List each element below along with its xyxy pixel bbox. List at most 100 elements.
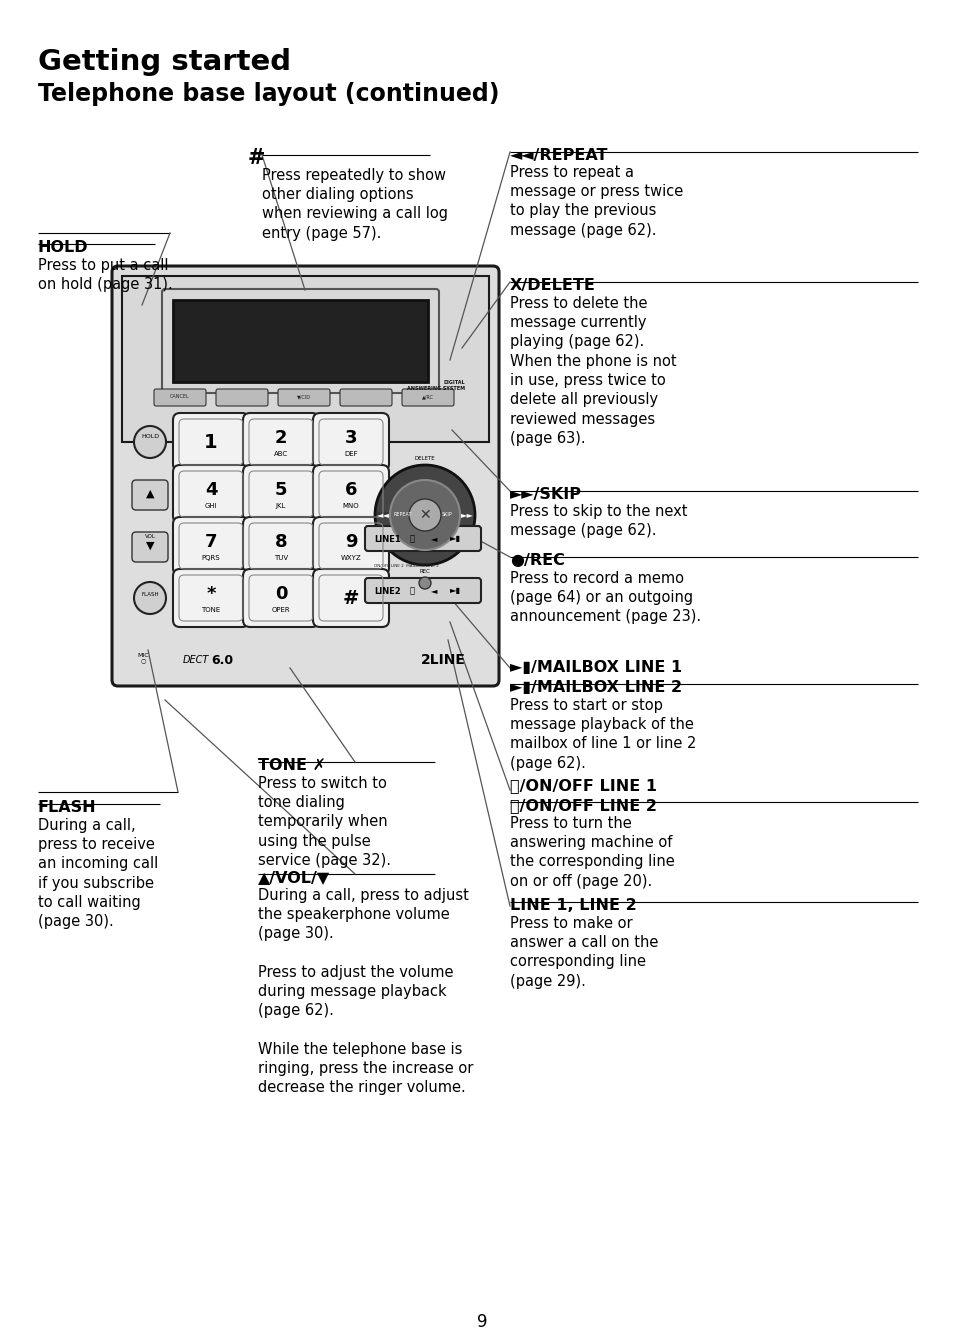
- Text: LINE 1, LINE 2: LINE 1, LINE 2: [510, 898, 636, 912]
- FancyBboxPatch shape: [313, 517, 389, 574]
- Text: HOLD: HOLD: [38, 240, 89, 255]
- Circle shape: [375, 465, 475, 565]
- FancyBboxPatch shape: [313, 569, 389, 627]
- Text: TUV: TUV: [274, 554, 288, 561]
- Text: REPEAT: REPEAT: [394, 513, 412, 517]
- Circle shape: [409, 500, 440, 530]
- Text: DECT: DECT: [183, 655, 209, 665]
- Text: DEF: DEF: [344, 452, 357, 457]
- Text: ⏻: ⏻: [409, 534, 414, 544]
- FancyBboxPatch shape: [243, 569, 318, 627]
- Text: Press to switch to
tone dialing
temporarily when
using the pulse
service (page 3: Press to switch to tone dialing temporar…: [257, 776, 391, 868]
- FancyBboxPatch shape: [172, 517, 249, 574]
- Text: Press to turn the
answering machine of
the corresponding line
on or off (page 20: Press to turn the answering machine of t…: [510, 816, 674, 888]
- FancyBboxPatch shape: [132, 532, 168, 562]
- Text: DIGITAL
ANSWERING SYSTEM: DIGITAL ANSWERING SYSTEM: [406, 379, 464, 391]
- Text: Press to put a call
on hold (page 31).: Press to put a call on hold (page 31).: [38, 258, 172, 293]
- Text: During a call,
press to receive
an incoming call
if you subscribe
to call waitin: During a call, press to receive an incom…: [38, 818, 158, 929]
- Text: Getting started: Getting started: [38, 48, 291, 76]
- FancyBboxPatch shape: [172, 465, 249, 522]
- Text: 8: 8: [274, 533, 287, 550]
- Text: WXYZ: WXYZ: [340, 554, 361, 561]
- Text: ►▮: ►▮: [450, 534, 461, 544]
- Text: When the phone is not
in use, press twice to
delete all previously
reviewed mess: When the phone is not in use, press twic…: [510, 354, 676, 446]
- Text: ⏻/ON/OFF LINE 2: ⏻/ON/OFF LINE 2: [510, 798, 657, 814]
- Text: TONE ✗: TONE ✗: [257, 758, 326, 774]
- Text: CANCEL: CANCEL: [170, 394, 190, 399]
- FancyBboxPatch shape: [313, 413, 389, 472]
- Text: OPER: OPER: [272, 607, 290, 613]
- Text: 6.0: 6.0: [211, 653, 233, 667]
- FancyBboxPatch shape: [339, 389, 392, 406]
- Text: FLASH: FLASH: [38, 800, 96, 815]
- Text: ABC: ABC: [274, 452, 288, 457]
- Text: During a call, press to adjust
the speakerphone volume
(page 30).

Press to adju: During a call, press to adjust the speak…: [257, 888, 473, 1096]
- Text: ●/REC: ●/REC: [510, 553, 564, 568]
- Text: 3: 3: [344, 429, 356, 448]
- FancyBboxPatch shape: [313, 465, 389, 522]
- Text: 7: 7: [205, 533, 217, 550]
- Text: ✕: ✕: [418, 508, 431, 522]
- Text: Press to record a memo
(page 64) or an outgoing
announcement (page 23).: Press to record a memo (page 64) or an o…: [510, 570, 700, 624]
- Text: REC: REC: [419, 569, 430, 574]
- Text: 9: 9: [476, 1313, 487, 1331]
- FancyBboxPatch shape: [365, 578, 480, 603]
- Circle shape: [390, 480, 459, 550]
- Text: LINE2: LINE2: [374, 587, 400, 596]
- Text: Press repeatedly to show
other dialing options
when reviewing a call log
entry (: Press repeatedly to show other dialing o…: [262, 168, 448, 240]
- Text: Press to make or
answer a call on the
corresponding line
(page 29).: Press to make or answer a call on the co…: [510, 916, 658, 989]
- Text: ON/OFF LINE 1  MAILBOX LINE 1: ON/OFF LINE 1 MAILBOX LINE 1: [374, 512, 438, 516]
- FancyBboxPatch shape: [132, 480, 168, 510]
- Text: *: *: [206, 585, 215, 603]
- Text: 1: 1: [204, 433, 217, 452]
- Text: ▲/VOL/▼: ▲/VOL/▼: [257, 870, 330, 884]
- Text: ▼/CID: ▼/CID: [296, 394, 311, 399]
- Text: ON/OFF LINE 2  MAILBOX LINE 2: ON/OFF LINE 2 MAILBOX LINE 2: [374, 564, 438, 568]
- Text: Press to skip to the next
message (page 62).: Press to skip to the next message (page …: [510, 504, 687, 538]
- Text: Press to repeat a
message or press twice
to play the previous
message (page 62).: Press to repeat a message or press twice…: [510, 166, 682, 238]
- Text: FLASH: FLASH: [141, 592, 158, 596]
- Text: GHI: GHI: [205, 502, 217, 509]
- Text: ▼: ▼: [146, 541, 154, 550]
- Text: VOL: VOL: [145, 533, 155, 538]
- Text: X/DELETE: X/DELETE: [510, 278, 596, 293]
- FancyBboxPatch shape: [172, 413, 249, 472]
- Text: ◄◄/REPEAT: ◄◄/REPEAT: [510, 148, 608, 163]
- Text: ◄: ◄: [431, 587, 436, 596]
- Text: ►▮/MAILBOX LINE 2: ►▮/MAILBOX LINE 2: [510, 680, 681, 695]
- FancyBboxPatch shape: [365, 526, 480, 550]
- Text: 2LINE: 2LINE: [420, 653, 465, 667]
- Text: 9: 9: [344, 533, 356, 550]
- Circle shape: [133, 582, 166, 615]
- Text: ▲/RC: ▲/RC: [421, 394, 434, 399]
- Text: SKIP: SKIP: [441, 513, 452, 517]
- FancyBboxPatch shape: [153, 389, 206, 406]
- Text: ◄: ◄: [431, 534, 436, 544]
- Text: 5: 5: [274, 481, 287, 500]
- Bar: [172, 301, 428, 382]
- Text: ►►: ►►: [460, 510, 473, 520]
- FancyBboxPatch shape: [112, 266, 498, 685]
- Circle shape: [418, 577, 431, 589]
- Text: #: #: [342, 588, 359, 608]
- FancyBboxPatch shape: [243, 517, 318, 574]
- Text: ◄◄: ◄◄: [376, 510, 389, 520]
- Text: MNO: MNO: [342, 502, 359, 509]
- Text: Press to delete the
message currently
playing (page 62).: Press to delete the message currently pl…: [510, 297, 647, 350]
- Text: DELETE: DELETE: [415, 456, 435, 461]
- Text: Telephone base layout (continued): Telephone base layout (continued): [38, 81, 499, 106]
- Bar: [122, 277, 489, 442]
- Text: ⏻: ⏻: [409, 587, 414, 596]
- Text: 0: 0: [274, 585, 287, 603]
- FancyBboxPatch shape: [243, 413, 318, 472]
- Text: LINE1: LINE1: [374, 534, 400, 544]
- Text: ⏻/ON/OFF LINE 1: ⏻/ON/OFF LINE 1: [510, 778, 657, 794]
- Text: HOLD: HOLD: [141, 434, 159, 440]
- FancyBboxPatch shape: [277, 389, 330, 406]
- Text: ►▮: ►▮: [450, 587, 461, 596]
- Text: ►►/SKIP: ►►/SKIP: [510, 488, 581, 502]
- FancyBboxPatch shape: [401, 389, 454, 406]
- Text: MIC
○: MIC ○: [137, 652, 149, 664]
- Text: PQRS: PQRS: [201, 554, 220, 561]
- Circle shape: [133, 426, 166, 458]
